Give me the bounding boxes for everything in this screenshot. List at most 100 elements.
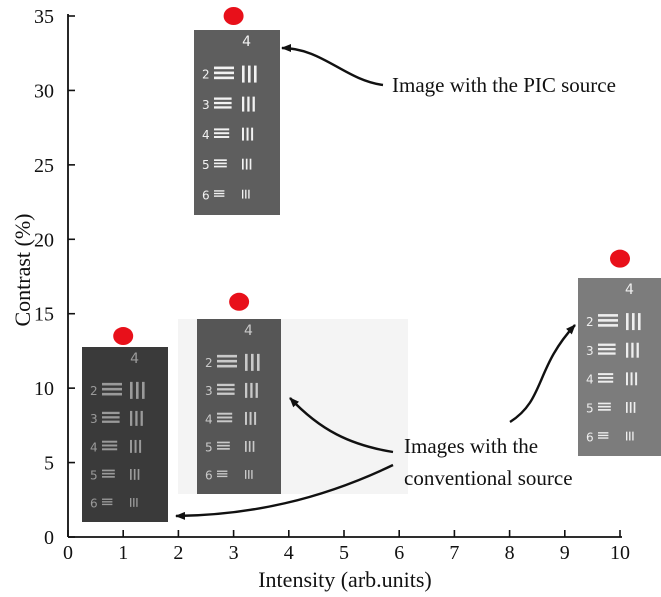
- resolution-target-image: 4 2 3 4 5 6: [578, 278, 661, 456]
- inset-horizontal-bar: [214, 97, 232, 100]
- inset-vertical-bar: [633, 402, 636, 413]
- inset-horizontal-bar: [217, 364, 237, 368]
- inset-row-label: 6: [205, 469, 213, 483]
- inset-vertical-bar: [245, 411, 247, 425]
- inset-vertical-bar: [130, 439, 132, 453]
- inset-horizontal-bar: [598, 376, 614, 379]
- x-axis-title: Intensity (arb.units): [258, 567, 432, 592]
- inset-vertical-bar: [245, 189, 247, 199]
- inset-horizontal-bar: [214, 159, 227, 161]
- inset-vertical-bar: [632, 431, 634, 441]
- inset-horizontal-bar: [217, 383, 235, 387]
- inset-group-label: 4: [625, 282, 634, 298]
- inset-horizontal-bar: [102, 387, 122, 391]
- inset-horizontal-bar: [598, 402, 611, 405]
- inset-horizontal-bar: [217, 359, 237, 363]
- inset-vertical-bar: [635, 372, 638, 386]
- inset-vertical-bar: [626, 313, 629, 331]
- inset-horizontal-bar: [214, 162, 227, 165]
- inset-row-label: 5: [202, 158, 210, 172]
- inset-horizontal-bar: [102, 476, 115, 478]
- inset-horizontal-bar: [102, 498, 113, 500]
- inset-horizontal-bar: [102, 392, 122, 396]
- inset-horizontal-bar: [598, 319, 618, 322]
- inset-vertical-bar: [250, 382, 253, 398]
- inset-row-label: 2: [202, 68, 210, 82]
- data-point: [229, 292, 250, 311]
- inset-vertical-bar: [136, 498, 138, 507]
- inset-vertical-bar: [245, 440, 247, 452]
- inset-background: [197, 319, 281, 494]
- x-tick-label: 8: [505, 542, 515, 564]
- inset-vertical-bar: [245, 158, 248, 170]
- inset-vertical-bar: [626, 431, 628, 441]
- inset-row-label: 4: [90, 440, 98, 454]
- inset-horizontal-bar: [102, 472, 115, 475]
- inset-horizontal-bar: [102, 469, 115, 472]
- inset-horizontal-bar: [102, 440, 118, 443]
- inset-horizontal-bar: [214, 66, 234, 70]
- inset-row-label: 6: [90, 497, 98, 511]
- inset-vertical-bar: [242, 189, 244, 199]
- inset-horizontal-bar: [102, 382, 122, 386]
- inset-horizontal-bar: [214, 106, 232, 109]
- inset-vertical-bar: [251, 127, 254, 141]
- x-tick-label: 3: [229, 542, 239, 564]
- inset-horizontal-bar: [598, 409, 611, 411]
- data-point: [610, 249, 630, 268]
- inset-horizontal-bar: [214, 192, 225, 195]
- y-tick-label: 5: [44, 453, 54, 475]
- inset-horizontal-bar: [598, 314, 618, 317]
- inset-horizontal-bar: [598, 348, 616, 351]
- inset-horizontal-bar: [214, 76, 234, 80]
- inset-vertical-bar: [137, 468, 140, 480]
- inset-row-label: 2: [90, 384, 98, 398]
- data-points: [113, 7, 630, 346]
- x-axis-ticks: 0 1 2 3 4 5 6 7 8 9 10: [63, 530, 630, 564]
- inset-background: [194, 30, 280, 215]
- inset-horizontal-bar: [598, 324, 618, 327]
- inset-vertical-bar: [632, 313, 635, 331]
- y-tick-label: 20: [34, 229, 54, 251]
- inset-horizontal-bar: [214, 132, 230, 135]
- inset-horizontal-bar: [598, 380, 614, 383]
- conventional-source-annotation-line2: conventional source: [404, 466, 573, 490]
- inset-vertical-bar: [631, 342, 634, 358]
- inset-horizontal-bar: [217, 448, 230, 450]
- inset-vertical-bar: [242, 127, 244, 141]
- inset-vertical-bar: [134, 439, 137, 453]
- inset-row-label: 4: [202, 128, 210, 142]
- inset-vertical-bar: [636, 342, 639, 358]
- inset-vertical-bar: [249, 411, 252, 425]
- inset-vertical-bar: [133, 498, 135, 507]
- inset-row-label: 2: [205, 356, 213, 370]
- inset-horizontal-bar: [214, 101, 232, 105]
- pic-source-annotation: Image with the PIC source: [392, 73, 616, 97]
- x-tick-label: 5: [339, 542, 349, 564]
- inset-horizontal-bar: [217, 444, 230, 447]
- inset-horizontal-bar: [598, 343, 616, 346]
- pic-arrow: [281, 44, 384, 87]
- inset-horizontal-bar: [214, 128, 230, 131]
- inset-vertical-bar: [252, 96, 255, 112]
- inset-horizontal-bar: [102, 503, 113, 506]
- y-tick-label: 35: [34, 6, 54, 28]
- conventional-arrow-middle: [289, 397, 394, 454]
- inset-horizontal-bar: [102, 444, 118, 447]
- inset-row-label: 6: [202, 188, 210, 202]
- inset-vertical-bar: [248, 189, 250, 199]
- inset-horizontal-bar: [598, 434, 609, 437]
- inset-vertical-bar: [142, 381, 145, 399]
- data-point: [113, 327, 134, 346]
- inset-vertical-bar: [252, 440, 255, 452]
- y-tick-label: 15: [34, 304, 54, 326]
- inset-vertical-bar: [251, 353, 254, 371]
- inset-row-label: 5: [205, 440, 213, 454]
- inset-vertical-bar: [255, 382, 258, 398]
- inset-row-label: 3: [90, 412, 98, 426]
- inset-horizontal-bar: [217, 470, 228, 472]
- inset-vertical-bar: [630, 372, 633, 386]
- x-tick-label: 1: [118, 542, 128, 564]
- inset-horizontal-bar: [214, 190, 225, 192]
- inset-horizontal-bar: [217, 420, 233, 423]
